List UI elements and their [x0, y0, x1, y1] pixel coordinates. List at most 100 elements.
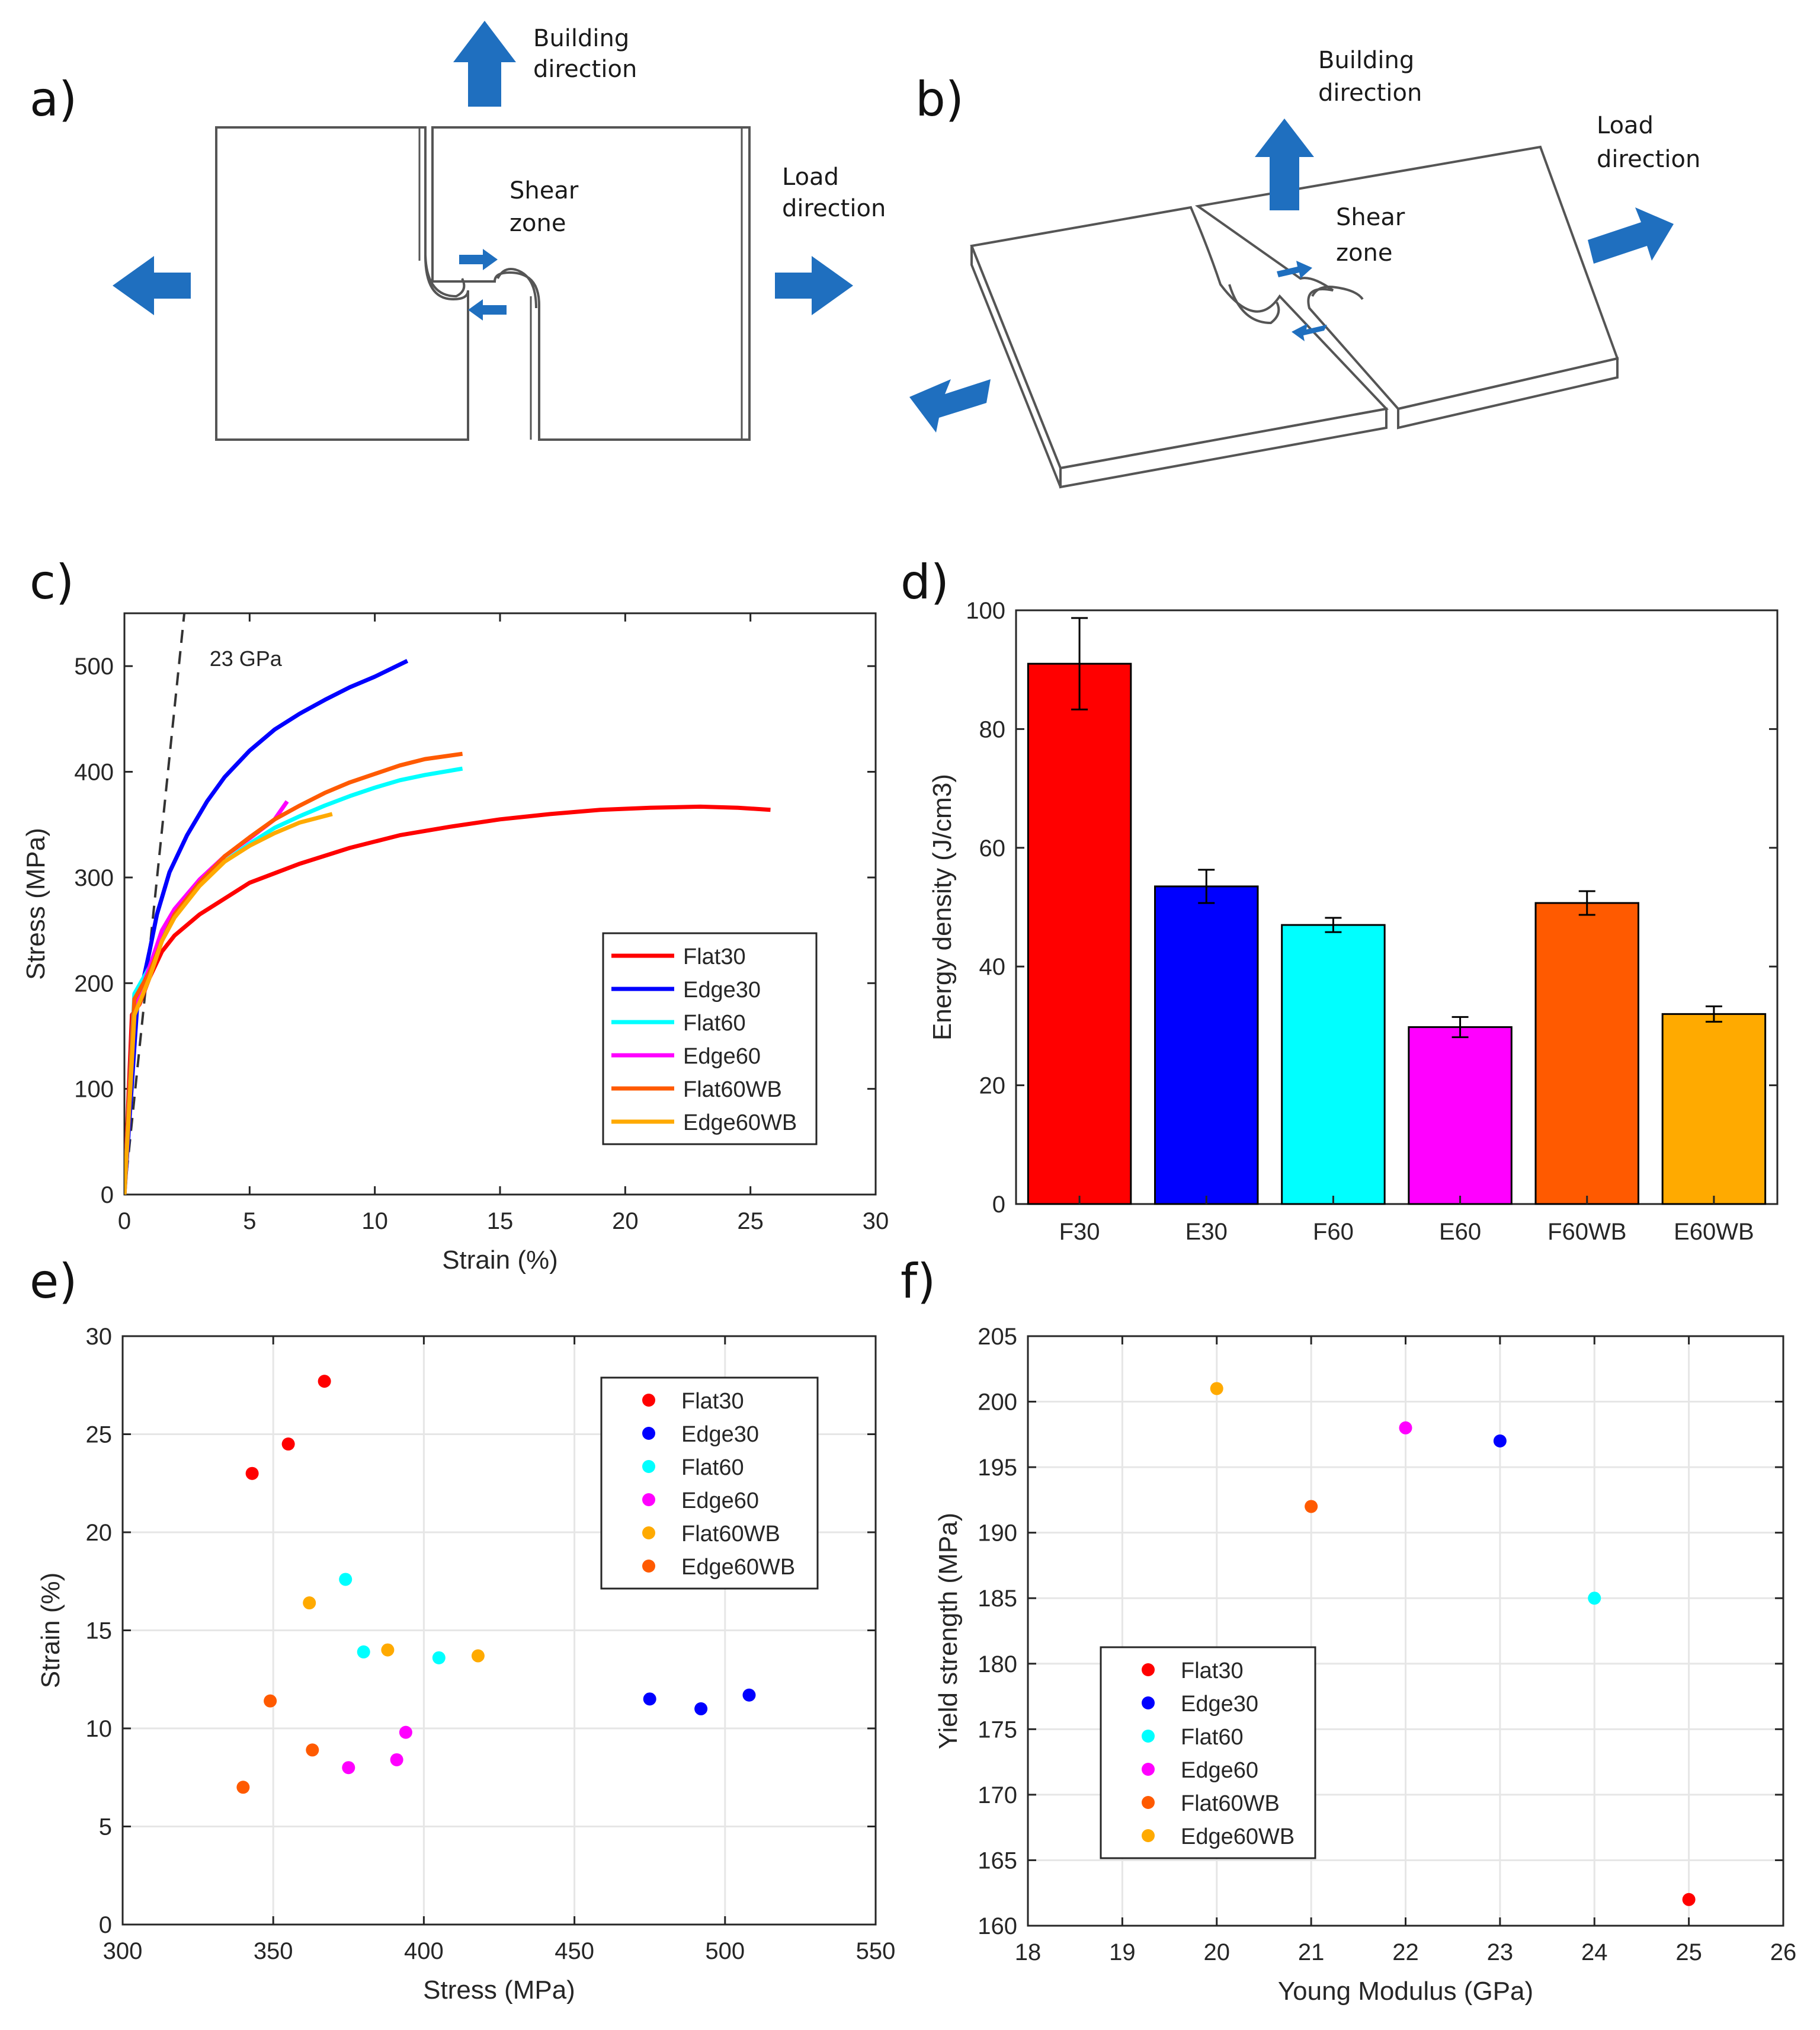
- y-tick-label: 180: [978, 1651, 1017, 1677]
- panel-b-load-line1: Load: [1597, 112, 1654, 139]
- bar-e60: [1408, 1026, 1513, 1205]
- y-tick-label: 80: [979, 716, 1006, 742]
- x-tick-label: 400: [404, 1938, 444, 1964]
- panel-a-shear-label: Shear zone: [510, 177, 586, 237]
- point-flat60wb: [1305, 1500, 1318, 1513]
- panel-b-notch-right: [1311, 286, 1364, 300]
- x-tick-label: 20: [1204, 1939, 1231, 1965]
- y-tick-label: 175: [978, 1717, 1017, 1743]
- legend-label: Flat60: [683, 1011, 746, 1036]
- x-tick-label: 30: [863, 1208, 889, 1234]
- point-edge30: [742, 1688, 756, 1702]
- panel-b-shear-line2: zone: [1336, 239, 1392, 267]
- panel-a-label: a): [30, 72, 77, 127]
- panel-a-right-plate: [431, 126, 751, 441]
- bar-f60: [1281, 924, 1386, 1205]
- x-tick-label: E30: [1185, 1219, 1228, 1245]
- y-axis-label: Stress (MPa): [21, 828, 50, 980]
- y-tick-label: 160: [978, 1913, 1017, 1939]
- panel-b-load-arrow-left-icon: [909, 379, 991, 433]
- x-tick-label: E60WB: [1674, 1219, 1754, 1245]
- point-edge60: [342, 1761, 355, 1775]
- y-axis-label: Strain (%): [36, 1573, 65, 1689]
- panel-b-load-label: Load direction: [1597, 112, 1700, 173]
- legend-label: Edge60: [683, 1044, 761, 1069]
- y-tick-label: 40: [979, 954, 1006, 980]
- point-edge60: [399, 1725, 412, 1739]
- panel-b-right-plate-front: [1397, 357, 1619, 430]
- legend-label: Flat60: [681, 1455, 744, 1480]
- x-tick-label: 23: [1487, 1939, 1514, 1965]
- x-axis-label: Strain (%): [442, 1245, 558, 1275]
- chart-e: e) 0 5 10 15 20 25 30 300 350 400 450 500 550 Stress (…: [30, 1254, 895, 2005]
- legend-box: [602, 932, 818, 1145]
- legend-label: Edge60WB: [1181, 1824, 1294, 1849]
- panel-b-shear-arrow-right-icon: [1277, 261, 1312, 278]
- legend-label: Flat60: [1181, 1725, 1244, 1750]
- x-tick-label: F30: [1059, 1219, 1100, 1245]
- chart-c: c) 0 100 200 300 400 500 0 5 10 15 20 25 30 Strain (%)…: [21, 555, 889, 1275]
- legend-label: Edge60: [681, 1488, 759, 1513]
- y-tick-label: 20: [86, 1520, 113, 1546]
- panel-b-diagram: b) Building direction Shear zone Load di…: [909, 47, 1700, 489]
- panel-b-building-line2: direction: [1318, 79, 1422, 107]
- point-edge60wb: [264, 1694, 277, 1708]
- panel-a-notch-left: [424, 254, 466, 298]
- legend-swatch: [1142, 1763, 1155, 1776]
- panel-a-load-line2: direction: [782, 195, 886, 222]
- y-axis-label: Yield strength (MPa): [934, 1513, 963, 1749]
- point-flat30: [245, 1467, 259, 1480]
- point-edge60wb: [1210, 1382, 1223, 1395]
- y-tick-label: 100: [966, 598, 1005, 624]
- x-tick-label: 300: [103, 1938, 143, 1964]
- legend-label: Flat60WB: [1181, 1791, 1280, 1816]
- panel-b-shear-label: Shear zone: [1336, 204, 1412, 267]
- y-tick-label: 0: [101, 1182, 114, 1208]
- legend-swatch: [1142, 1730, 1155, 1743]
- x-tick-label: 21: [1298, 1939, 1325, 1965]
- point-flat60: [1588, 1592, 1601, 1605]
- panel-b-shear-arrow-left-icon: [1292, 324, 1327, 341]
- x-tick-label: 25: [1675, 1939, 1702, 1965]
- panel-a-load-line1: Load: [782, 164, 839, 191]
- panel-b-left-plate-side: [970, 245, 1062, 488]
- y-tick-label: 200: [978, 1389, 1017, 1416]
- legend-label: Edge60WB: [681, 1555, 795, 1580]
- y-tick-label: 185: [978, 1586, 1017, 1612]
- legend-label: Edge30: [681, 1422, 759, 1447]
- legend-swatch: [642, 1394, 655, 1407]
- y-tick-label: 0: [99, 1912, 112, 1938]
- panel-a-shear-arrow-left-icon: [468, 299, 507, 321]
- x-tick-label: 0: [118, 1208, 131, 1234]
- panel-a-shear-line1: Shear: [510, 177, 579, 204]
- point-flat60: [339, 1573, 353, 1586]
- annotation-23gpa: 23 GPa: [210, 646, 283, 671]
- y-tick-label: 300: [74, 865, 114, 891]
- point-flat30: [281, 1437, 295, 1451]
- panel-a-building-label: Building direction: [533, 25, 637, 83]
- panel-b-load-arrow-right-icon: [1588, 207, 1674, 264]
- legend-label: Edge30: [1181, 1692, 1258, 1717]
- x-tick-label: 550: [856, 1938, 896, 1964]
- point-flat60wb: [381, 1643, 395, 1657]
- panel-f-label: f): [901, 1254, 935, 1309]
- x-tick-label: 350: [254, 1938, 293, 1964]
- panel-b-left-plate-top: [970, 206, 1389, 470]
- series-line-edge60wb: [124, 812, 333, 1195]
- x-axis-label: Young Modulus (GPa): [1278, 1977, 1533, 2006]
- point-edge30: [1493, 1434, 1507, 1448]
- x-tick-label: 24: [1581, 1939, 1608, 1965]
- legend-swatch: [1142, 1829, 1155, 1842]
- x-tick-label: 25: [737, 1208, 764, 1234]
- y-axis-label: Energy density (J/cm3): [928, 774, 957, 1040]
- x-tick-label: E60: [1439, 1219, 1481, 1245]
- panel-b-building-label: Building direction: [1318, 47, 1422, 107]
- legend-swatch: [642, 1427, 655, 1440]
- y-tick-label: 0: [992, 1192, 1005, 1218]
- y-tick-label: 195: [978, 1455, 1017, 1481]
- y-tick-label: 20: [979, 1073, 1006, 1099]
- panel-b-right-plate-top: [1194, 145, 1619, 411]
- panel-b-load-line2: direction: [1597, 146, 1700, 173]
- legend-label: Edge30: [683, 978, 761, 1003]
- x-tick-label: F60: [1313, 1219, 1354, 1245]
